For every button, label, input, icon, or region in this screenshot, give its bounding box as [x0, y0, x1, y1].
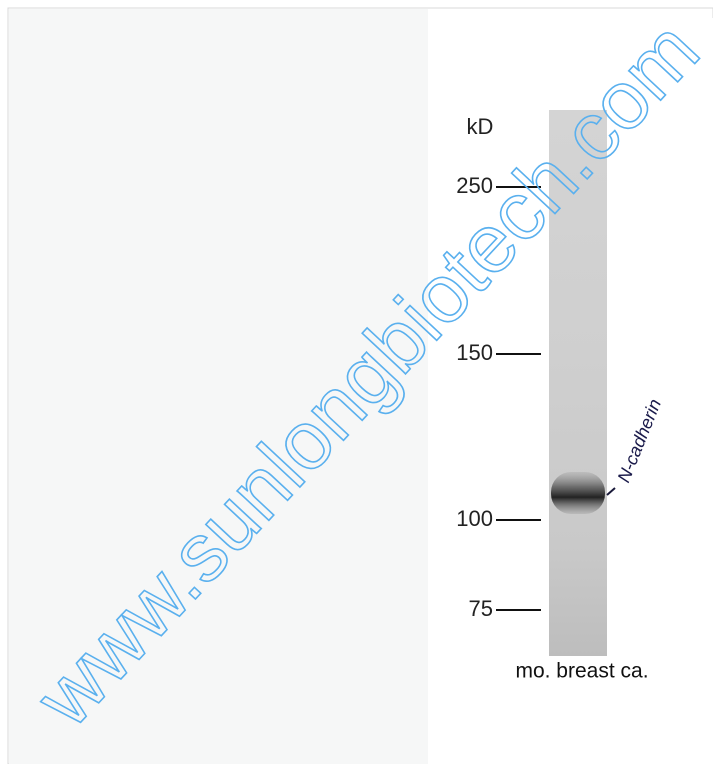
- marker-label: 150: [456, 340, 493, 365]
- marker-label: 75: [469, 596, 493, 621]
- screenshot: kD 25015010075 N-cadherin mo. breast ca.…: [0, 0, 713, 764]
- blot-band: [551, 472, 605, 514]
- lane-label: mo. breast ca.: [515, 660, 648, 683]
- marker-label: 100: [456, 506, 493, 531]
- unit-label: kD: [467, 114, 494, 139]
